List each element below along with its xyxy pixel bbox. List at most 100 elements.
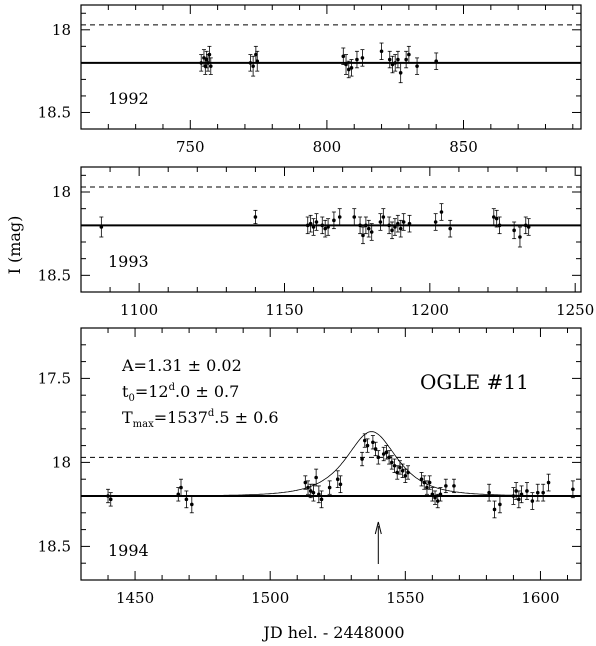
data-point [253,209,258,225]
plot-frame [80,4,582,130]
point-marker [337,215,342,219]
data-point [199,54,204,72]
data-point [346,60,351,79]
data-point [524,482,529,500]
point-marker [332,218,336,223]
data-point [422,475,427,490]
point-marker [541,490,545,495]
data-point [448,219,453,238]
data-point [331,211,336,230]
data-point [314,213,319,231]
point-marker [326,225,330,229]
point-marker [308,489,313,493]
data-point [360,226,365,245]
data-point [398,62,403,84]
point-marker [393,61,398,65]
point-marker [254,52,258,57]
x-tick-label: 1100 [120,301,158,319]
point-marker [106,494,110,498]
data-point [189,495,194,514]
point-marker [404,57,408,62]
data-point [349,59,354,77]
data-point [407,214,412,233]
point-marker [434,59,438,64]
data-point [360,451,365,467]
y-tick-label: 18.5 [38,537,71,555]
point-marker [439,210,444,214]
point-marker [438,492,443,497]
data-point [378,213,383,231]
data-point [433,490,438,505]
data-point [438,487,443,502]
point-marker [369,230,374,234]
point-marker [422,480,427,485]
data-point [397,460,402,475]
plot-frame [80,166,582,293]
point-marker [199,61,204,65]
point-marker [358,223,362,228]
y-tick-label: 18 [52,453,71,471]
data-point [519,485,524,504]
data-point [305,216,310,235]
t0-annotation: t0=12d.0 ± 0.7 [122,382,239,404]
point-marker [305,223,310,228]
data-point [406,45,411,64]
point-marker [571,487,575,492]
data-point [439,203,444,221]
data-point [546,473,551,492]
data-point [306,480,311,495]
point-marker [255,59,260,64]
point-marker [335,477,340,482]
data-point [390,55,395,74]
point-marker [311,490,316,495]
data-point [255,50,260,72]
point-marker [448,226,452,231]
panel-1992: 750 800 850 18 18.5 1992 [38,4,582,156]
data-point [376,450,381,465]
point-marker [497,223,502,228]
data-point [311,483,316,502]
point-marker [253,215,258,219]
point-marker [452,484,456,488]
point-marker [306,485,310,490]
data-point [526,218,531,236]
point-marker [251,64,255,68]
x-tick-label: 1250 [556,301,594,319]
point-marker [395,470,400,475]
data-point [451,478,456,494]
data-point [373,441,378,457]
data-point [390,221,395,240]
data-point [387,450,392,465]
data-point [326,218,331,236]
data-point [108,492,113,507]
point-marker [341,54,346,59]
point-marker [419,477,424,482]
data-point [369,223,374,241]
data-point [487,483,492,502]
data-point [511,487,516,505]
x-tick-label: 1200 [411,301,449,319]
data-point [362,433,367,448]
point-marker [398,226,403,231]
data-point [363,216,368,235]
point-marker [364,223,368,228]
point-marker [396,57,400,62]
point-marker [444,484,448,488]
data-point [344,54,349,75]
data-point [530,492,535,510]
data-point [354,50,359,69]
y-tick-label: 17.5 [38,369,71,387]
point-marker [425,485,429,490]
point-marker [511,494,516,498]
x-tick-label: 850 [449,138,478,156]
data-point [497,495,502,514]
data-point [366,219,371,238]
point-marker [398,465,402,470]
point-marker [311,225,316,229]
point-marker [366,226,371,231]
data-point [365,438,370,453]
point-marker [361,233,365,238]
point-marker [176,492,181,497]
point-marker [190,502,194,507]
point-marker [381,452,386,456]
